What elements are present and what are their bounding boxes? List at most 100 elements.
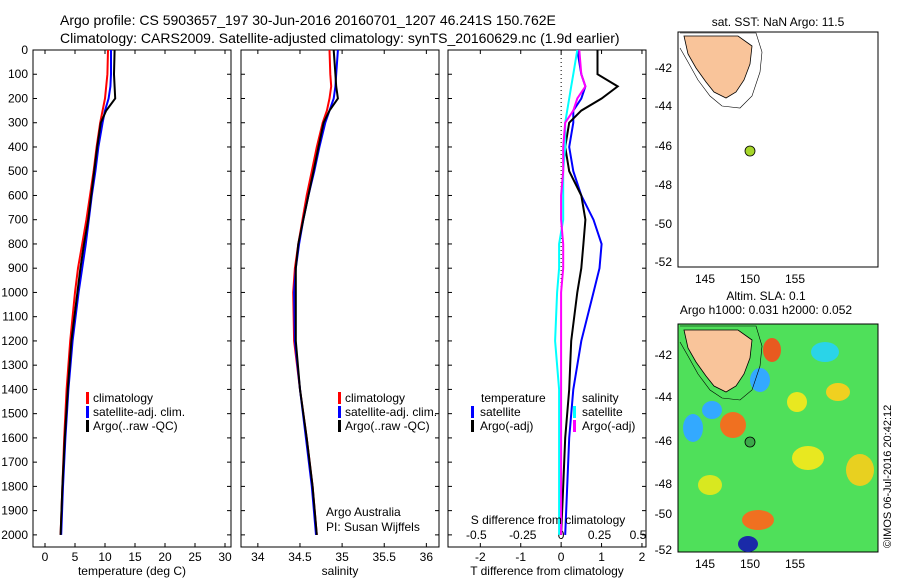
legend-label-climatology: climatology [93, 391, 153, 405]
sla-blob [750, 368, 770, 392]
y-tick-label: 2000 [1, 528, 28, 542]
series-line [560, 49, 587, 535]
legend-label-climatology: climatology [345, 391, 405, 405]
top-x-tick-label: 0.25 [588, 528, 612, 542]
y-tick-label: 1800 [1, 479, 28, 493]
copyright-footer: ©IMOS 06-Jul-2016 20:42:12 [882, 405, 894, 548]
legend-label-satellite: satellite-adj. clim. [93, 405, 185, 419]
sla-blob [683, 414, 703, 442]
x-tick-label: 0 [558, 550, 565, 564]
y-tick-label: 1300 [1, 358, 28, 372]
tasmania-land [683, 329, 753, 393]
y-tick-label: 1500 [1, 407, 28, 421]
legend-swatch-temp-satellite [471, 406, 474, 418]
series-line [59, 49, 109, 535]
y-tick-label: 100 [8, 67, 28, 81]
x-tick-label: 35 [335, 550, 349, 564]
x-tick-label: 2 [639, 550, 646, 564]
lat-tick-label: -48 [655, 178, 673, 192]
y-tick-label: 1100 [2, 310, 28, 324]
shelf-contour [679, 325, 763, 401]
title-line-2: Climatology: CARS2009. Satellite-adjuste… [60, 30, 620, 46]
x-tick-label: -1 [515, 550, 526, 564]
lat-tick-label: -42 [655, 348, 673, 362]
y-tick-label: 1900 [1, 504, 28, 518]
y-tick-label: 1400 [1, 382, 28, 396]
sla-blob [763, 338, 781, 362]
argo-marker-sla [744, 436, 756, 448]
legend-swatch-satellite [338, 406, 341, 418]
legend-swatch-climatology [86, 392, 89, 404]
difference-top-xlabel: S difference from climatology [471, 513, 626, 527]
difference-xlabel: T difference from climatology [470, 564, 624, 578]
y-tick-label: 200 [8, 91, 28, 105]
x-tick-label: 1 [598, 550, 605, 564]
legend-swatch-argo [86, 420, 89, 432]
x-tick-label: 35.5 [373, 550, 397, 564]
x-tick-label: 34.5 [288, 550, 312, 564]
lat-tick-label: -50 [655, 507, 673, 521]
sla-blob [846, 454, 874, 486]
x-tick-label: 5 [72, 550, 79, 564]
lat-tick-label: -42 [655, 61, 673, 75]
series-line [554, 49, 579, 535]
legend-swatch-temp-argo [471, 420, 474, 432]
top-x-tick-label: -0.5 [466, 528, 487, 542]
lat-tick-label: -52 [655, 543, 673, 557]
legend-label-sal-argo: Argo(-adj) [582, 419, 635, 433]
y-tick-label: 500 [8, 164, 28, 178]
difference-legend: temperature salinity satellite Argo(-adj… [471, 391, 635, 433]
sla-blob [720, 412, 746, 438]
x-tick-label: 25 [188, 550, 202, 564]
sla-map-title-1: Altim. SLA: 0.1 [726, 289, 806, 303]
lon-tick-label: 150 [740, 272, 760, 286]
sla-blob [738, 536, 758, 552]
salinity-legend: climatology satellite-adj. clim. Argo(..… [338, 391, 437, 433]
y-tick-label: 700 [8, 213, 28, 227]
y-tick-label: 300 [8, 116, 28, 130]
top-x-tick-label: 0 [558, 528, 565, 542]
x-tick-label: 36 [420, 550, 434, 564]
sla-blob [792, 446, 824, 470]
sla-blob [698, 475, 722, 495]
legend-swatch-satellite [86, 406, 89, 418]
y-tick-label: 400 [8, 140, 28, 154]
top-x-tick-label: -0.25 [509, 528, 537, 542]
x-tick-label: -2 [475, 550, 486, 564]
legend-label-argo: Argo(..raw -QC) [93, 419, 178, 433]
lat-tick-label: -48 [655, 477, 673, 491]
lat-tick-label: -44 [655, 99, 673, 113]
salinity-xlabel: salinity [322, 564, 359, 578]
lon-tick-label: 150 [740, 557, 760, 571]
y-tick-label: 1600 [1, 431, 28, 445]
temperature-panel-frame [32, 49, 232, 548]
lat-tick-label: -50 [655, 217, 673, 231]
x-tick-label: 15 [128, 550, 142, 564]
sst-map-title: sat. SST: NaN Argo: 11.5 [712, 15, 845, 29]
sla-blob [811, 342, 839, 362]
salinity-panel-frame [240, 49, 440, 548]
series-line [560, 50, 620, 535]
legend-swatch-climatology [338, 392, 341, 404]
y-tick-label: 900 [8, 261, 28, 275]
y-tick-label: 0 [21, 43, 28, 57]
legend-label-sal-satellite: satellite [582, 405, 623, 419]
argo-marker-sst [744, 145, 756, 157]
y-tick-label: 1700 [1, 455, 28, 469]
series-line [59, 49, 117, 535]
temperature-xlabel: temperature (deg C) [78, 564, 186, 578]
argo-australia-label: Argo Australia [326, 505, 401, 519]
y-tick-label: 600 [8, 188, 28, 202]
lon-tick-label: 145 [695, 272, 715, 286]
lat-tick-label: -52 [655, 255, 673, 269]
shelf-contour [679, 32, 763, 109]
y-tick-label: 1200 [1, 334, 28, 348]
legend-label-temp-argo: Argo(-adj) [480, 419, 533, 433]
legend-swatch-sal-satellite [573, 406, 576, 418]
series-line [293, 49, 339, 535]
legend-title-salinity: salinity [582, 391, 619, 405]
x-tick-label: 10 [98, 550, 112, 564]
lon-tick-label: 145 [695, 557, 715, 571]
legend-label-argo: Argo(..raw -QC) [345, 419, 430, 433]
